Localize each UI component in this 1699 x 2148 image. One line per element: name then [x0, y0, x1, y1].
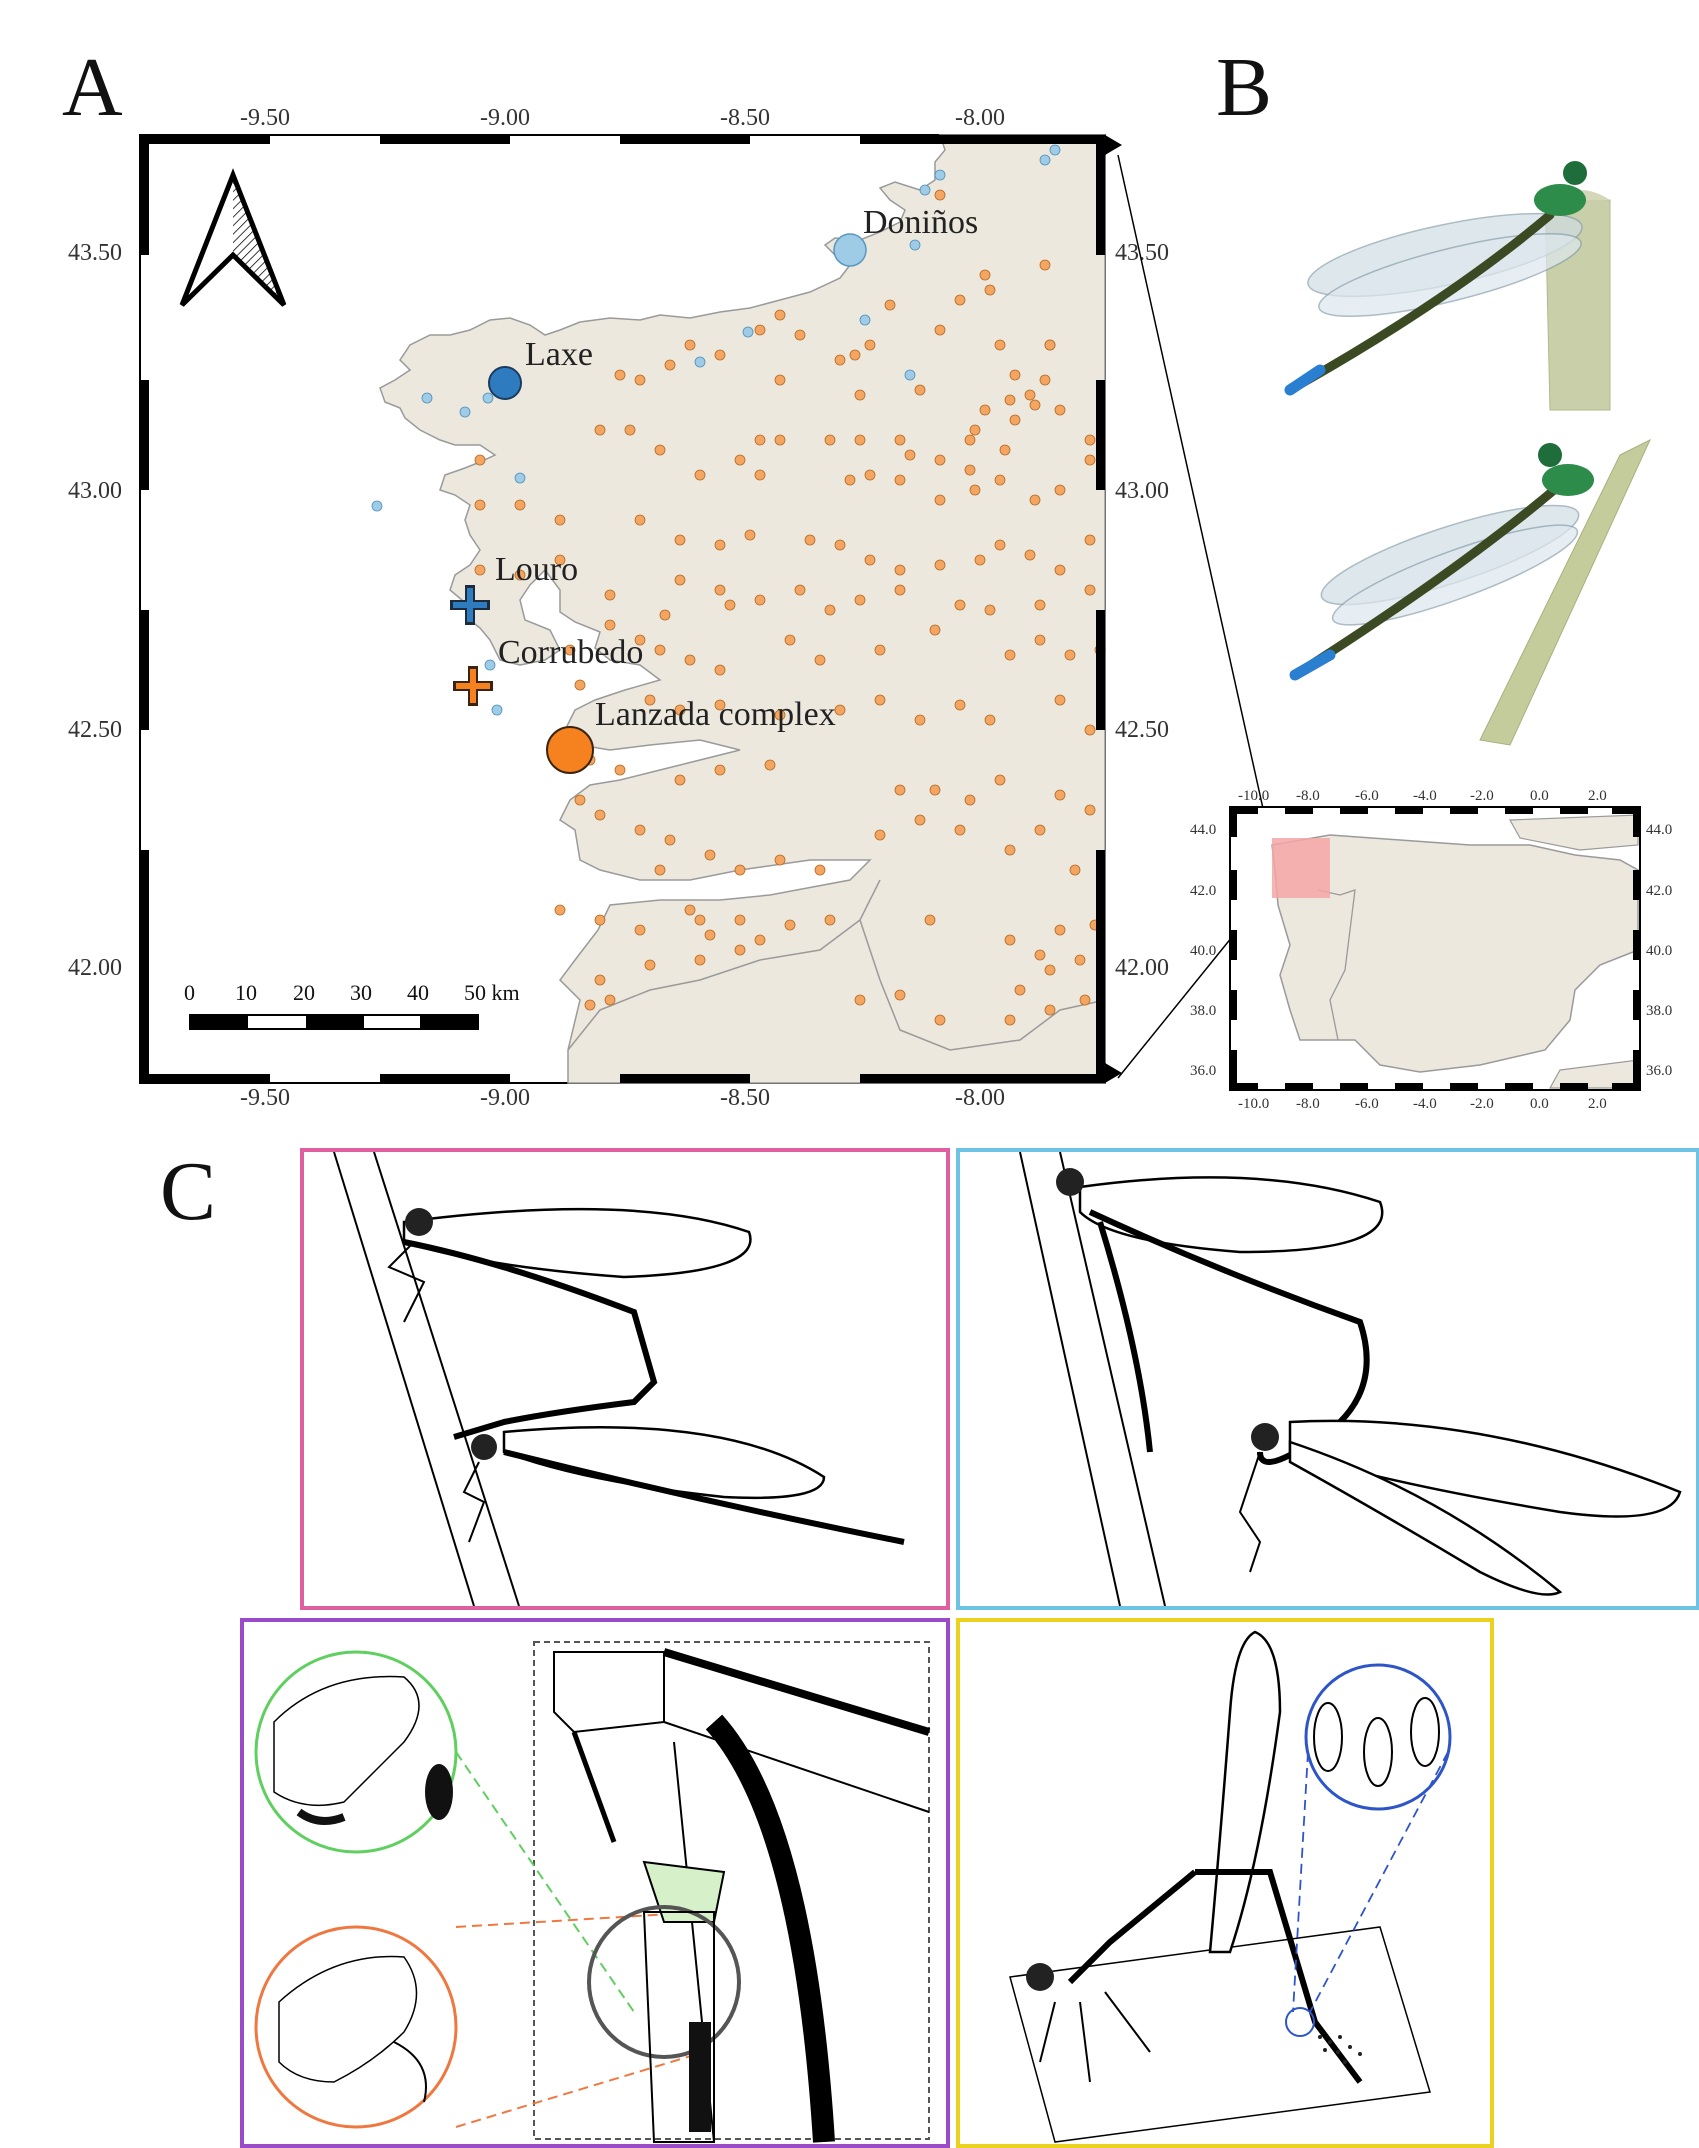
- svg-text:42.50: 42.50: [68, 717, 122, 743]
- site-label-laxe: Laxe: [525, 336, 593, 373]
- site-label-louro: Louro: [495, 551, 578, 588]
- svg-text:-9.00: -9.00: [480, 105, 530, 131]
- svg-text:-9.50: -9.50: [240, 105, 290, 131]
- svg-text:30: 30: [350, 980, 372, 1005]
- svg-text:-8.00: -8.00: [955, 1085, 1005, 1110]
- illustration-mating-wheel: [960, 1152, 1696, 1606]
- svg-text:-2.0: -2.0: [1470, 1096, 1494, 1110]
- site-label-corrubedo: Corrubedo: [498, 634, 643, 671]
- inset-iberia-map: [1230, 807, 1640, 1090]
- svg-text:36.0: 36.0: [1190, 1063, 1216, 1079]
- illustration-oviposition: [960, 1622, 1490, 2144]
- svg-text:42.50: 42.50: [1115, 717, 1169, 743]
- svg-text:-9.00: -9.00: [480, 1085, 530, 1110]
- illustration-tandem-perched: [304, 1152, 946, 1606]
- svg-text:0.0: 0.0: [1530, 788, 1549, 804]
- scale-bar-labels: 0 10 20 30 40 50 km: [184, 980, 520, 1005]
- svg-text:-9.50: -9.50: [240, 1085, 290, 1110]
- inset-x-ticks-bottom: -10.0 -8.0 -6.0 -4.0 -2.0 0.0 2.0: [1238, 1096, 1607, 1110]
- panel-label-c: C: [160, 1150, 216, 1234]
- map-y-ticks-left: 43.50 43.00 42.50 42.00: [68, 240, 122, 981]
- site-label-lanzada: Lanzada complex: [595, 696, 836, 733]
- svg-text:44.0: 44.0: [1190, 822, 1216, 838]
- svg-text:-8.50: -8.50: [720, 1085, 770, 1110]
- svg-text:20: 20: [293, 980, 315, 1005]
- site-marker-donios: [834, 234, 866, 266]
- svg-text:42.00: 42.00: [1115, 955, 1169, 981]
- svg-text:40: 40: [407, 980, 429, 1005]
- site-label-donios: Doniños: [863, 204, 978, 241]
- svg-text:-2.0: -2.0: [1470, 788, 1494, 804]
- svg-text:-8.0: -8.0: [1296, 1096, 1320, 1110]
- svg-text:-10.0: -10.0: [1238, 788, 1269, 804]
- damselfly-photos: [1250, 140, 1670, 760]
- svg-text:-6.0: -6.0: [1355, 788, 1379, 804]
- svg-text:40.0: 40.0: [1646, 943, 1672, 959]
- svg-text:42.00: 42.00: [68, 955, 122, 981]
- svg-text:-10.0: -10.0: [1238, 1096, 1269, 1110]
- inset-y-ticks-left: 44.0 42.0 40.0 38.0 36.0: [1190, 822, 1216, 1079]
- svg-text:-4.0: -4.0: [1413, 1096, 1437, 1110]
- svg-text:-8.00: -8.00: [955, 105, 1005, 131]
- svg-text:2.0: 2.0: [1588, 1096, 1607, 1110]
- svg-text:-8.50: -8.50: [720, 105, 770, 131]
- svg-text:38.0: 38.0: [1646, 1003, 1672, 1019]
- svg-text:2.0: 2.0: [1588, 788, 1607, 804]
- inset-highlight-region: [1272, 838, 1330, 898]
- svg-text:-8.0: -8.0: [1296, 788, 1320, 804]
- damselfly-photo-2: [1295, 440, 1650, 745]
- svg-text:40.0: 40.0: [1190, 943, 1216, 959]
- detail-circle-green: [256, 1652, 456, 1852]
- svg-text:38.0: 38.0: [1190, 1003, 1216, 1019]
- svg-text:43.00: 43.00: [68, 478, 122, 504]
- map-x-ticks-bottom: -9.50 -9.00 -8.50 -8.00: [240, 1085, 1005, 1110]
- illustration-genitalia-detail: [244, 1622, 946, 2144]
- svg-text:42.0: 42.0: [1646, 883, 1672, 899]
- map-x-ticks-top: -9.50 -9.00 -8.50 -8.00: [240, 105, 1005, 131]
- svg-text:0: 0: [184, 980, 195, 1005]
- svg-text:-6.0: -6.0: [1355, 1096, 1379, 1110]
- svg-text:50 km: 50 km: [464, 980, 520, 1005]
- svg-text:0.0: 0.0: [1530, 1096, 1549, 1110]
- svg-text:43.00: 43.00: [1115, 478, 1169, 504]
- site-marker-laxe: [489, 367, 521, 399]
- svg-text:36.0: 36.0: [1646, 1063, 1672, 1079]
- svg-text:43.50: 43.50: [68, 240, 122, 266]
- inset-x-ticks-top: -10.0 -8.0 -6.0 -4.0 -2.0 0.0 2.0: [1238, 788, 1607, 804]
- svg-text:42.0: 42.0: [1190, 883, 1216, 899]
- inset-y-ticks-right: 44.0 42.0 40.0 38.0 36.0: [1646, 822, 1672, 1079]
- damselfly-photo-1: [1290, 161, 1610, 410]
- site-marker-lanzada: [547, 727, 593, 773]
- svg-text:-4.0: -4.0: [1413, 788, 1437, 804]
- svg-text:44.0: 44.0: [1646, 822, 1672, 838]
- svg-text:10: 10: [235, 980, 257, 1005]
- scale-bar: [190, 1015, 478, 1029]
